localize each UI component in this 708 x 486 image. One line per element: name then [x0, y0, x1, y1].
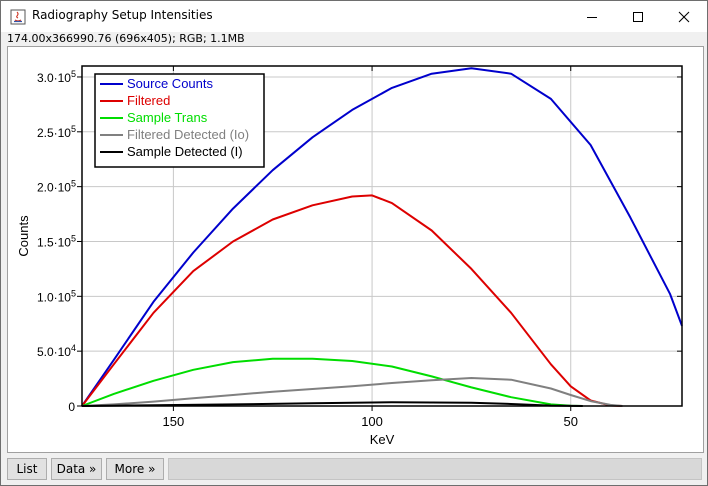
title-bar[interactable]: Radiography Setup Intensities: [1, 1, 707, 32]
y-tick-label: 3.0·105: [37, 69, 76, 85]
y-axis-label: Counts: [16, 215, 31, 257]
series-line-4: [81, 377, 623, 407]
plot-frame: [81, 65, 683, 407]
close-button[interactable]: [661, 1, 707, 32]
legend-label-1: Source Counts: [127, 76, 213, 91]
list-button[interactable]: List: [7, 458, 47, 480]
legend-label-4: Filtered Detected (Io): [127, 127, 249, 142]
x-tick-label: 50: [564, 414, 578, 429]
plot-canvas: 150 100 50 0 5.0·104 1.0·105 1.5·105 2.0·105 2.5…: [16, 65, 683, 447]
close-icon: [678, 11, 690, 22]
y-tick-label: 0: [68, 400, 75, 414]
x-axis-label: KeV: [370, 432, 395, 447]
data-button[interactable]: Data »: [51, 458, 102, 480]
window-title: Radiography Setup Intensities: [32, 8, 213, 22]
x-tick-label: 100: [361, 414, 383, 429]
more-button[interactable]: More »: [106, 458, 164, 480]
legend-label-5: Sample Detected (I): [127, 144, 243, 159]
y-tick-label: 2.0·105: [37, 179, 76, 195]
y-tick-label: 1.5·105: [37, 233, 76, 249]
minimize-button[interactable]: [569, 1, 615, 32]
series-line-2: [81, 194, 623, 407]
image-info: 174.00x366990.76 (696x405); RGB; 1.1MB: [7, 32, 245, 45]
series-line-1: [81, 67, 683, 407]
series-line-5: [81, 401, 583, 407]
x-tick-label: 150: [163, 414, 185, 429]
legend-box: [94, 73, 265, 168]
legend-label-2: Filtered: [127, 93, 170, 108]
maximize-icon: [633, 11, 643, 22]
legend-label-3: Sample Trans: [127, 110, 208, 125]
button-bar-spacer: [168, 458, 702, 480]
java-app-icon: [10, 9, 26, 25]
minimize-icon: [587, 16, 597, 18]
series-line-3: [81, 357, 583, 407]
y-tick-label: 5.0·104: [37, 343, 76, 359]
y-tick-label: 2.5·105: [37, 124, 76, 140]
bottom-button-bar: List Data » More »: [7, 458, 702, 482]
plot-panel[interactable]: 150 100 50 0 5.0·104 1.0·105 1.5·105 2.0·105 2.5…: [7, 46, 704, 453]
maximize-button[interactable]: [615, 1, 661, 32]
y-tick-label: 1.0·105: [37, 288, 76, 304]
